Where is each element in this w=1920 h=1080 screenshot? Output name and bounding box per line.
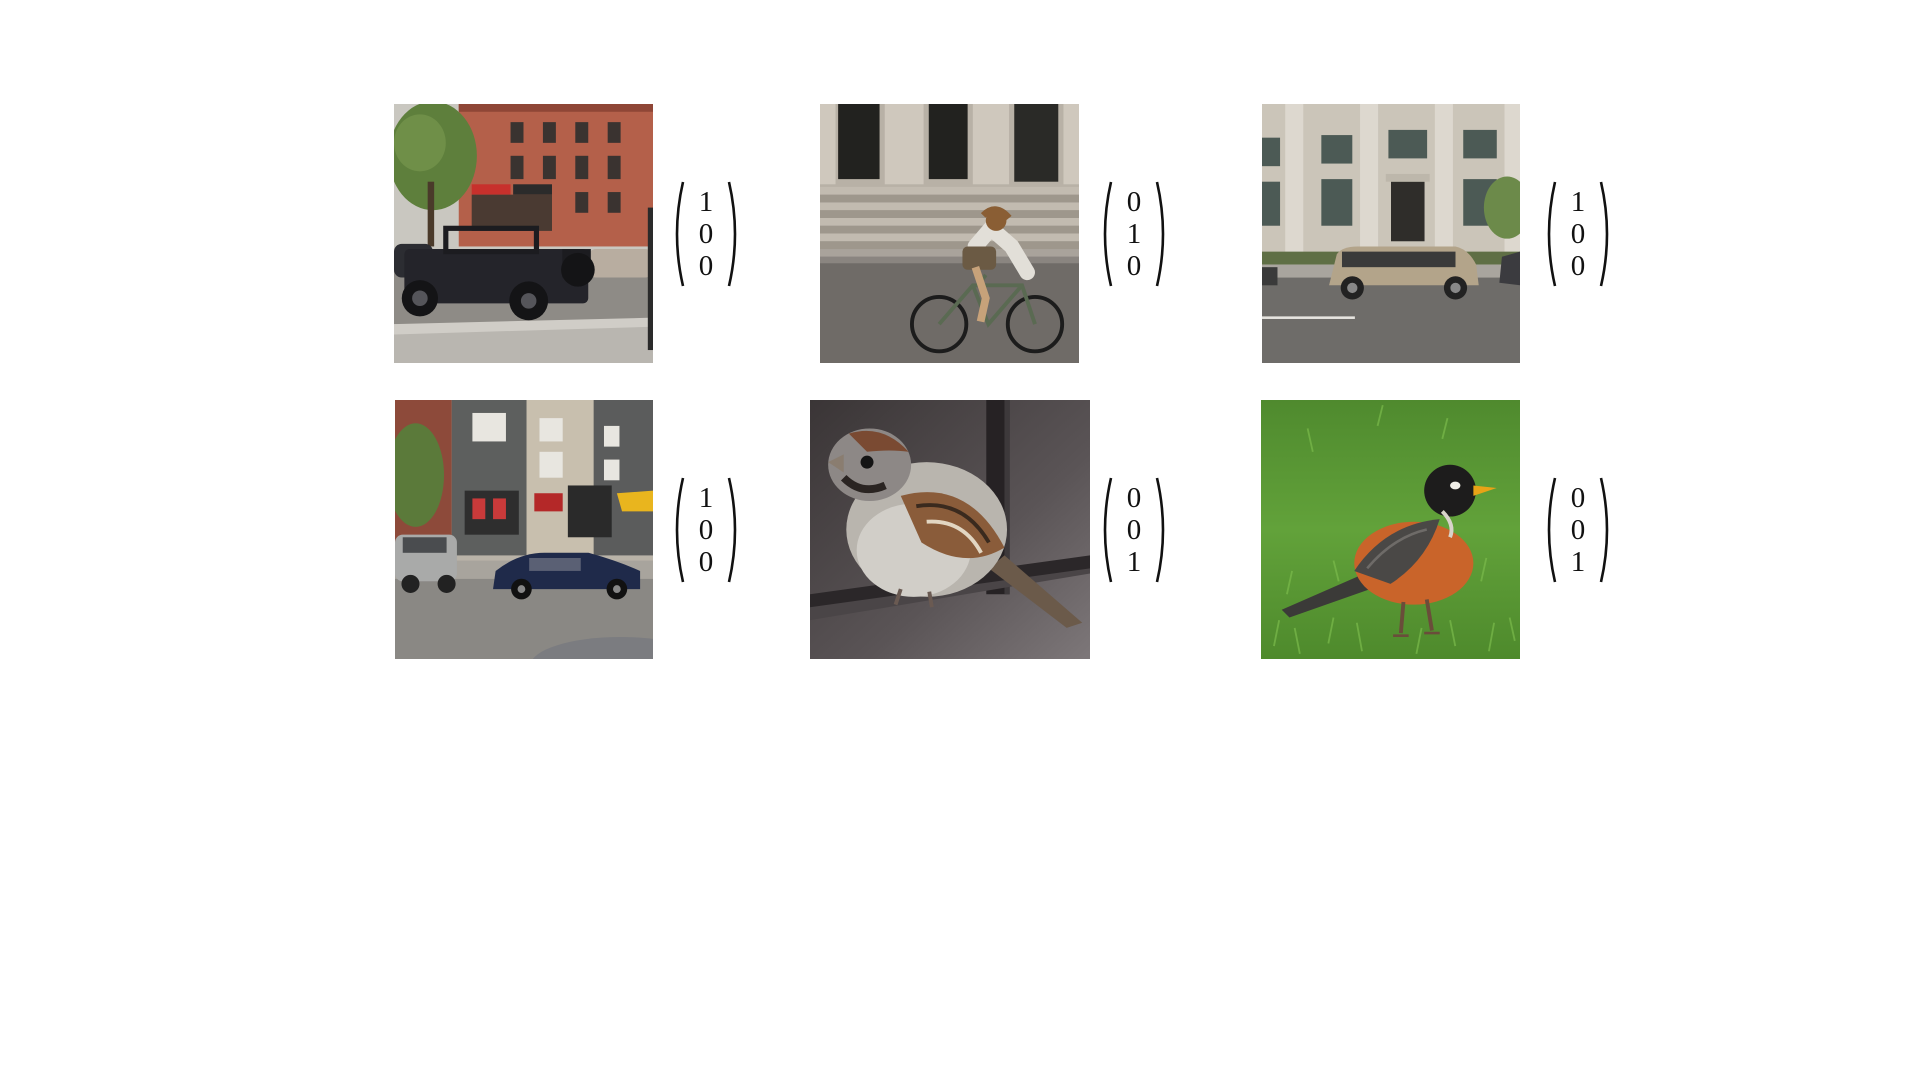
label-vector-1: 1 0 0: [670, 180, 742, 288]
right-paren-icon: [727, 477, 737, 583]
example-image-sparrow: [810, 400, 1090, 659]
vector-entry: 1: [698, 186, 714, 218]
vector-entry: 0: [1126, 482, 1142, 514]
example-image-city-street: [395, 400, 653, 659]
vector-entry: 0: [1126, 514, 1142, 546]
example-image-cyclist: [820, 104, 1079, 363]
vector-entry: 0: [1570, 514, 1586, 546]
left-paren-icon: [1103, 181, 1113, 287]
example-image-jeep-street: [394, 104, 653, 363]
vector-entry: 0: [698, 546, 714, 578]
vector-entry: 0: [698, 218, 714, 250]
vector-entry: 1: [1126, 218, 1142, 250]
vector-entry: 1: [698, 482, 714, 514]
right-paren-icon: [727, 181, 737, 287]
label-vector-2: 0 1 0: [1098, 180, 1170, 288]
example-image-minivan: [1262, 104, 1520, 363]
right-paren-icon: [1155, 181, 1165, 287]
right-paren-icon: [1599, 181, 1609, 287]
label-vector-4: 1 0 0: [670, 476, 742, 584]
vector-entry: 0: [1570, 218, 1586, 250]
vector-entry: 1: [1126, 546, 1142, 578]
left-paren-icon: [675, 477, 685, 583]
vector-entry: 1: [1570, 186, 1586, 218]
left-paren-icon: [1103, 477, 1113, 583]
label-vector-5: 0 0 1: [1098, 476, 1170, 584]
vector-entry: 1: [1570, 546, 1586, 578]
left-paren-icon: [1547, 477, 1557, 583]
right-paren-icon: [1155, 477, 1165, 583]
example-image-robin: [1261, 400, 1520, 659]
vector-entry: 0: [1126, 250, 1142, 282]
right-paren-icon: [1599, 477, 1609, 583]
vector-entry: 0: [1570, 482, 1586, 514]
left-paren-icon: [675, 181, 685, 287]
vector-entry: 0: [1126, 186, 1142, 218]
label-vector-6: 0 0 1: [1542, 476, 1614, 584]
vector-entry: 0: [698, 250, 714, 282]
vector-entry: 0: [1570, 250, 1586, 282]
vector-entry: 0: [698, 514, 714, 546]
left-paren-icon: [1547, 181, 1557, 287]
label-vector-3: 1 0 0: [1542, 180, 1614, 288]
